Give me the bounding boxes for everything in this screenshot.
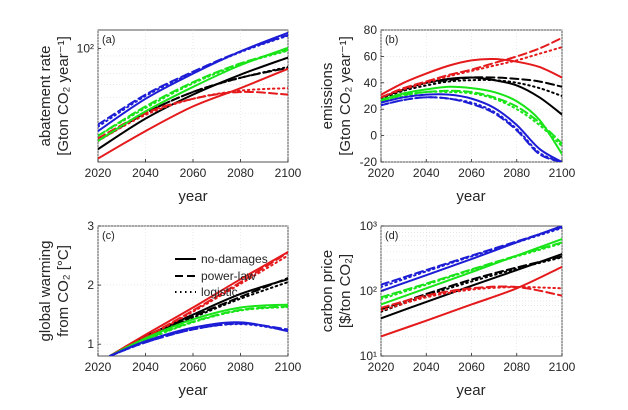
panel-c-label: (c) [102,230,115,242]
x-tick-label: 2080 [227,166,254,180]
x-tick-label: 2040 [132,166,159,180]
series-line-green-logistic [381,242,562,301]
x-tick-label: 2020 [85,166,112,180]
panel-d-grid [380,226,563,356]
series-line-blue-no-damages [381,93,562,162]
series-line-green-logistic [381,90,562,148]
series-line-red-no-damages [98,67,288,160]
x-tick-label: 2040 [413,166,440,180]
panel-b-label: (b) [385,34,398,46]
y-tick-label: 10² [77,42,94,56]
legend-label-power-law: power-law [201,269,256,283]
series-line-black-no-damages [381,253,562,320]
series-line-green-no-damages [381,85,562,156]
panel-d-ticks: 2020 2040 2060 2080 2100 10¹ 10² 10³ [360,219,576,374]
y-tick-label: 80 [364,23,378,37]
series-line-red-no-damages [108,251,288,356]
y-tick-label: 10³ [360,219,377,233]
series-line-red-power-law [381,285,562,309]
y-tick-label: 10² [360,284,377,298]
panel-a-ylabel-line1: abatement rate [37,46,54,147]
series-line-green-power-law [381,241,562,299]
panel-c-ylabel-line2: from CO₂ [°C] [55,245,72,337]
x-tick-label: 2060 [180,360,207,374]
series-line-black-logistic [98,65,288,142]
panel-c: 2020 2040 2060 2080 2100 1 2 3 (c) year global … [37,219,302,399]
series-line-blue-logistic [381,227,562,289]
x-tick-label: 2100 [549,360,576,374]
panel-b-ylabel-line2: [Gton CO₂ year⁻¹] [337,36,354,156]
series-line-blue-no-damages [98,31,288,133]
panel-d-ylabel-line1: carbon price [319,250,336,333]
x-tick-label: 2060 [180,166,207,180]
series-line-green-logistic [98,49,288,137]
x-tick-label: 2100 [275,166,302,180]
panel-b-series [381,36,562,162]
series-line-blue-logistic [108,323,288,356]
panel-c-xlabel: year [178,382,207,399]
y-tick-label: 60 [364,49,378,63]
panel-a-ticks: 2020 2040 2060 2080 2100 10² [77,42,302,180]
y-tick-label: 3 [87,219,94,233]
x-tick-label: 2080 [227,360,254,374]
y-tick-label: -20 [360,155,378,169]
legend-label-no-damages: no-damages [201,252,268,266]
panel-a-xlabel: year [178,188,207,205]
x-tick-label: 2080 [503,360,530,374]
series-line-red-no-damages [381,57,562,96]
y-tick-label: 10¹ [360,349,377,363]
x-tick-label: 2060 [458,360,485,374]
series-line-green-power-law [381,89,562,145]
series-line-red-logistic [381,286,562,312]
series-line-black-logistic [381,256,562,313]
panel-a-series [98,31,288,160]
panel-d: 2020 2040 2060 2080 2100 10¹ 10² 10³ (d) year c… [319,219,576,399]
panel-c-ylabel-line1: global warming [37,241,54,342]
panel-b-ylabel-line1: emissions [319,63,336,130]
series-line-blue-logistic [98,34,288,128]
panel-d-label: (d) [385,230,398,242]
legend-label-logistic: logistic [201,285,238,299]
x-tick-label: 2100 [275,360,302,374]
x-tick-label: 2080 [503,166,530,180]
legend: no-damages power-law logistic [175,252,268,299]
series-line-red-logistic [98,87,288,142]
series-line-black-no-damages [98,56,288,151]
y-tick-label: 40 [364,76,378,90]
panel-a-label: (a) [102,34,115,46]
series-line-blue-logistic [381,96,562,162]
series-line-red-logistic [381,46,562,99]
series-line-red-no-damages [381,265,562,338]
panel-a: 2020 2040 2060 2080 2100 10² (a) year abateme… [37,29,302,205]
x-tick-label: 2100 [549,166,576,180]
series-line-red-power-law [381,36,562,99]
x-tick-label: 2020 [368,360,395,374]
panel-d-xlabel: year [456,382,485,399]
y-tick-label: 20 [364,102,378,116]
panel-c-frame [97,225,289,357]
panel-b-xlabel: year [456,188,485,205]
x-tick-label: 2060 [458,166,485,180]
panel-d-ylabel-line2: [$/ton CO₂] [337,254,354,328]
y-tick-label: 2 [87,278,94,292]
x-tick-label: 2040 [413,360,440,374]
panel-a-ylabel-line2: [Gton CO₂ year⁻¹] [55,36,72,156]
x-tick-label: 2020 [85,360,112,374]
x-tick-label: 2040 [132,360,159,374]
series-line-black-logistic [381,78,562,100]
y-tick-label: 0 [370,129,377,143]
y-tick-label: 1 [87,337,94,351]
panel-d-series [381,226,562,338]
x-tick-label: 2020 [368,166,395,180]
panel-c-series [108,251,288,356]
panel-c-ticks: 2020 2040 2060 2080 2100 1 2 3 [85,219,302,374]
